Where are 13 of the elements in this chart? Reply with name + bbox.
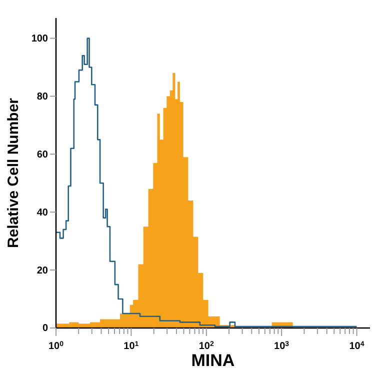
y-axis-title: Relative Cell Number: [5, 98, 22, 248]
y-tick-label: 60: [36, 149, 48, 160]
x-tick-label: 10$^{2}$: [198, 340, 214, 352]
y-tick-label: 100: [31, 33, 48, 44]
x-axis-title: MINA: [191, 351, 235, 370]
x-tick-label: 10$^{1}$: [124, 340, 139, 352]
y-tick-label: 80: [36, 91, 48, 102]
y-tick-label: 40: [36, 207, 48, 218]
y-tick-label: 0: [42, 323, 48, 334]
y-tick-label: 20: [36, 265, 48, 276]
x-tick-label: 10$^{4}$: [349, 340, 364, 352]
x-tick-label: 10$^{0}$: [48, 340, 64, 352]
x-tick-label: 10$^{3}$: [274, 340, 290, 352]
